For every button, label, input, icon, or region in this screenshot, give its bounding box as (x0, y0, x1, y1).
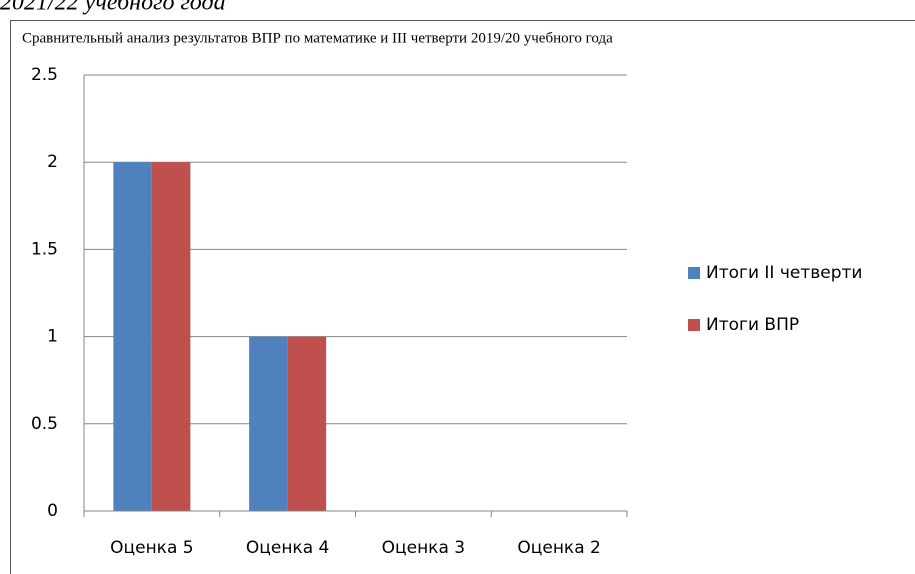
x-tick-label: Оценка 4 (246, 538, 329, 558)
chart-title: Сравнительный анализ результатов ВПР по … (22, 30, 613, 46)
y-tick-label: 0.5 (31, 414, 58, 434)
bar (151, 162, 191, 511)
y-tick-label: 0 (47, 501, 58, 521)
x-tick-label: Оценка 5 (110, 538, 193, 558)
legend-label: Итоги II четверти (706, 263, 862, 283)
page-caption: 2021/22 учебного года (0, 0, 226, 16)
bar (113, 162, 152, 511)
legend-swatch (688, 319, 700, 331)
bar (287, 336, 327, 511)
chart-frame (10, 20, 915, 574)
x-tick-label: Оценка 3 (382, 538, 465, 558)
y-tick-label: 1.5 (31, 239, 58, 259)
x-tick-label: Оценка 2 (517, 538, 600, 558)
y-tick-label: 2 (47, 152, 58, 172)
y-tick-label: 2.5 (31, 65, 58, 85)
legend-label: Итоги ВПР (706, 315, 799, 335)
legend-swatch (688, 267, 700, 279)
bar (249, 336, 288, 511)
y-tick-label: 1 (47, 327, 58, 347)
